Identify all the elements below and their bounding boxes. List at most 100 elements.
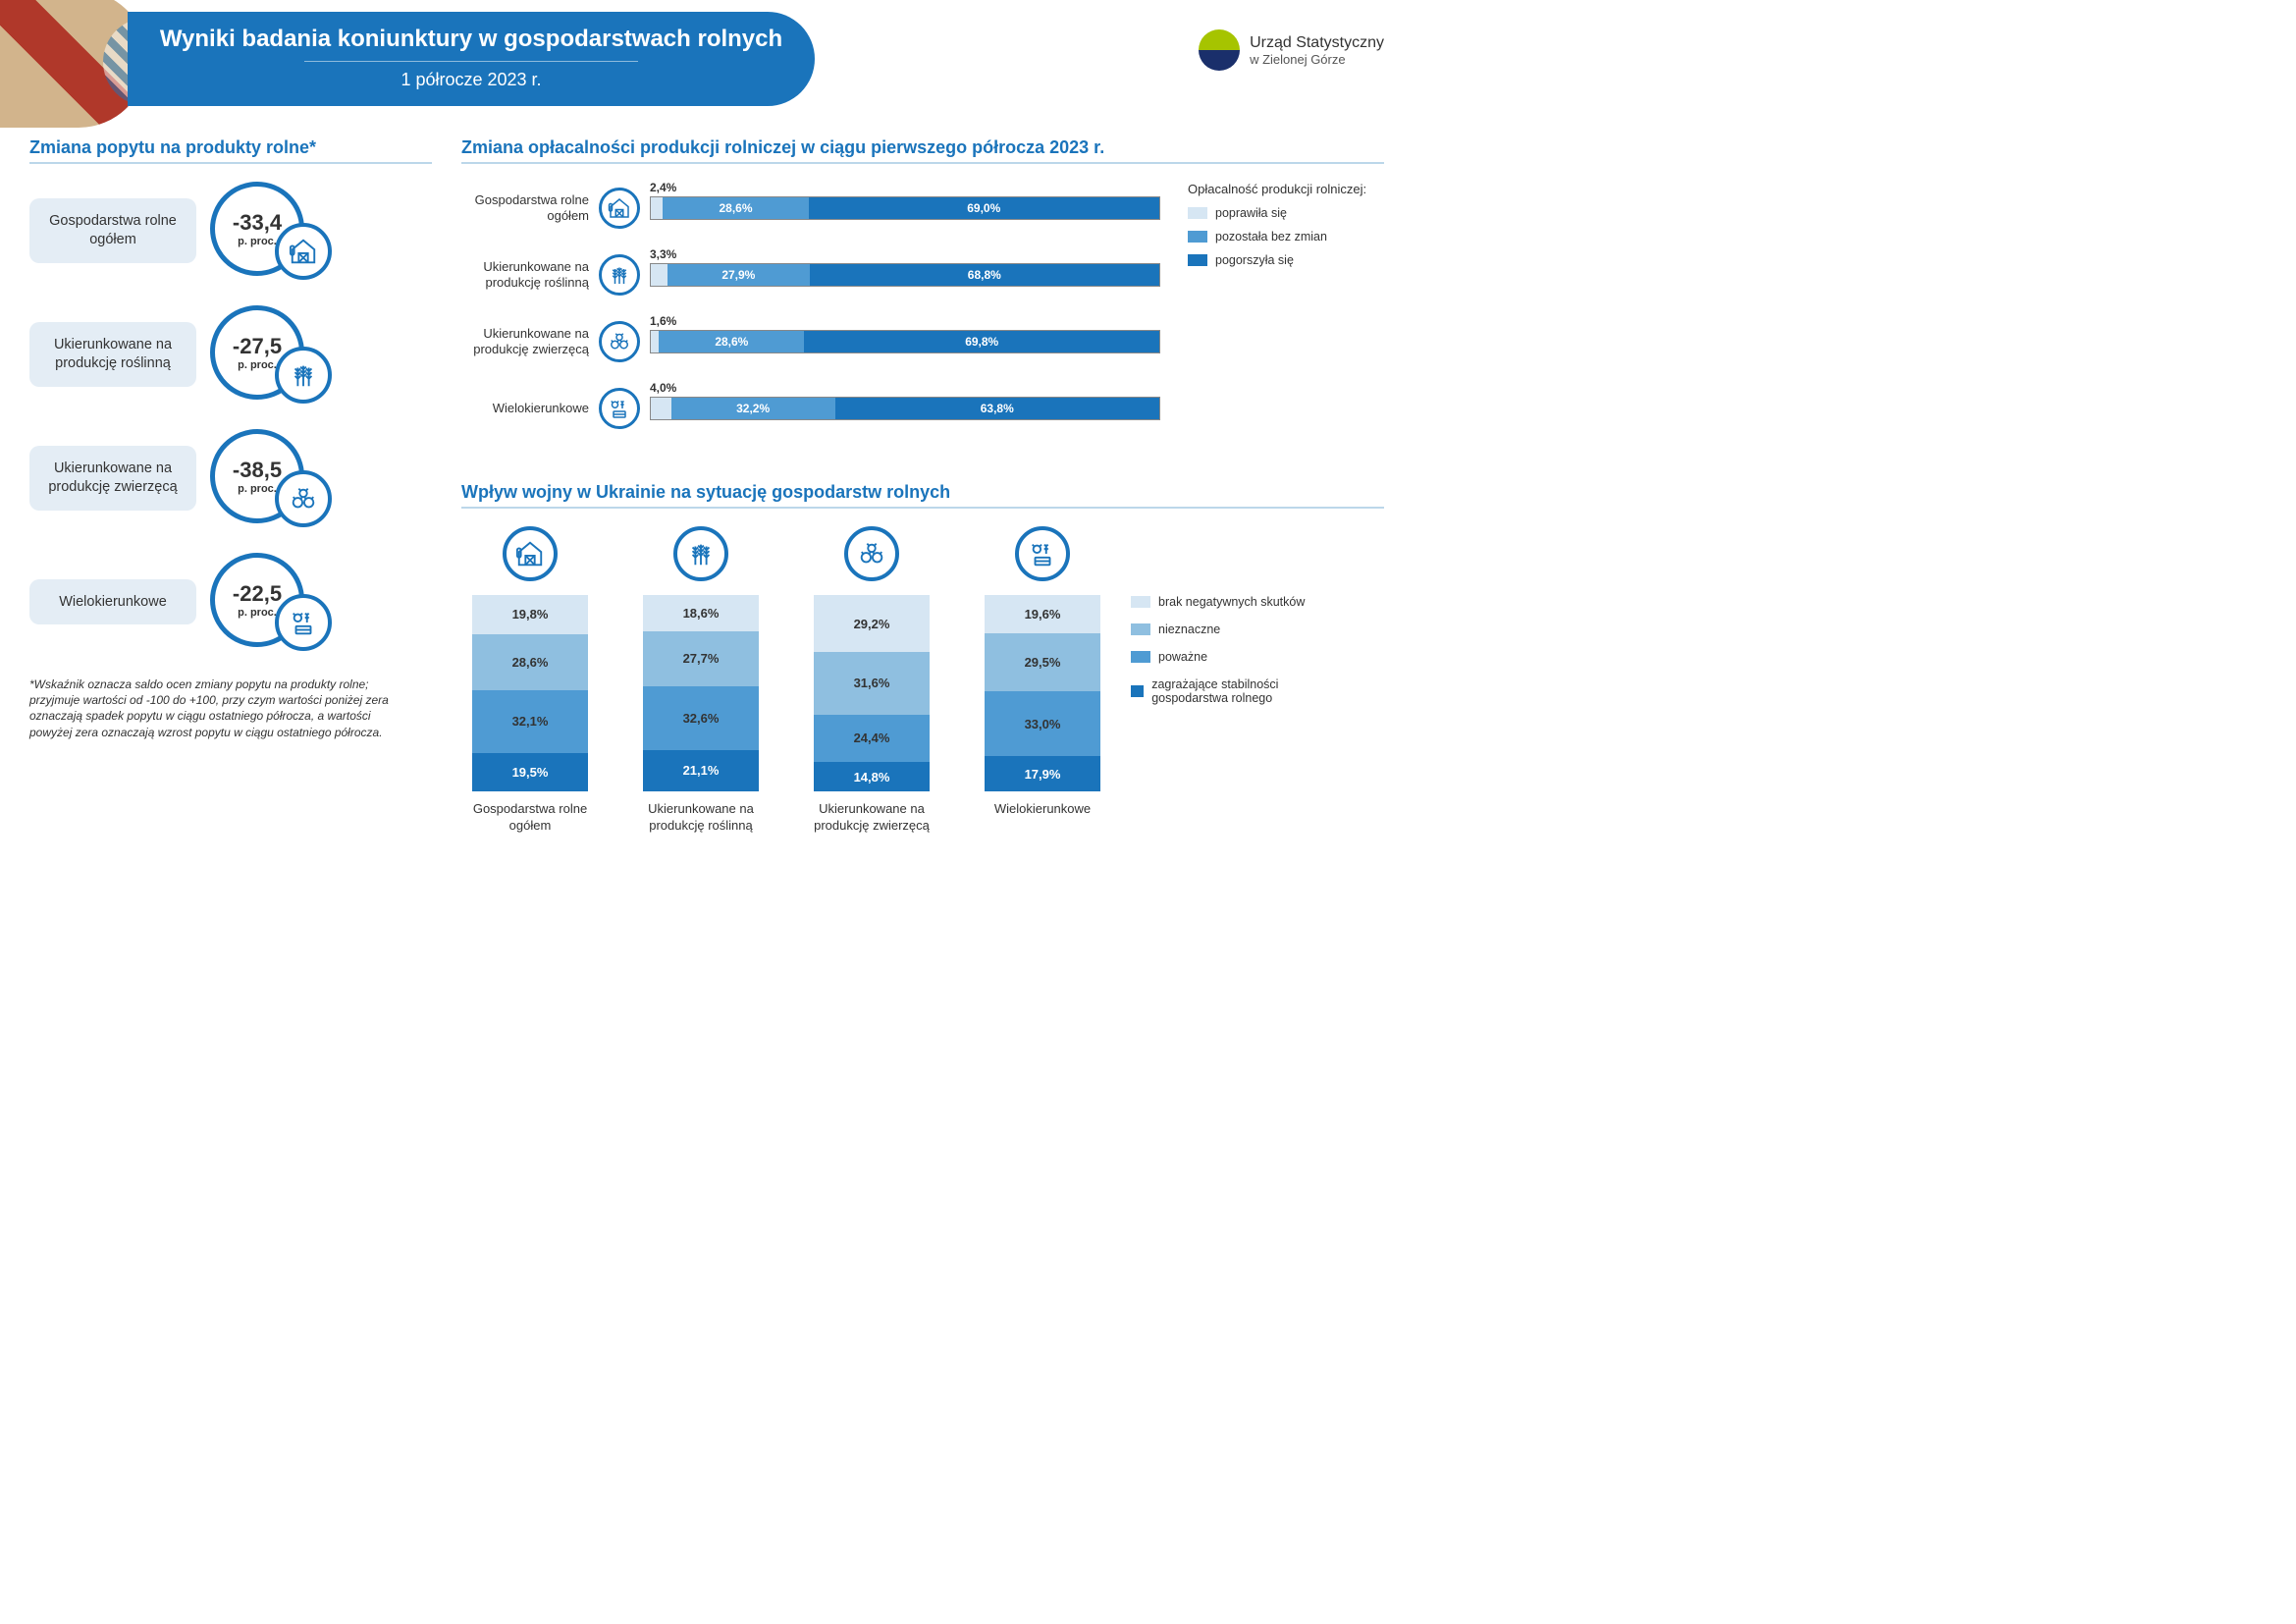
demand-kpi: -22,5 p. proc. xyxy=(210,553,367,651)
stacked-column: 19,8%28,6%32,1%19,5% xyxy=(472,595,588,791)
bar-segment: 14,8% xyxy=(814,762,930,791)
bar-segment: 19,6% xyxy=(985,595,1100,633)
demand-value: -22,5 xyxy=(233,581,282,607)
bar-segment: 28,6% xyxy=(472,634,588,690)
bar-segment: 69,8% xyxy=(804,331,1159,352)
animals-icon xyxy=(599,321,640,362)
war-column: 29,2%31,6%24,4%14,8% Ukierunkowane na pr… xyxy=(803,526,940,835)
war-column: 19,6%29,5%33,0%17,9% Wielokierunkowe xyxy=(974,526,1111,835)
demand-row: Wielokierunkowe -22,5 p. proc. xyxy=(29,553,432,651)
bar-segment: 27,9% xyxy=(667,264,810,286)
stacked-bar: 28,6%69,8% xyxy=(650,330,1160,353)
bar-segment: 32,1% xyxy=(472,690,588,753)
legend-swatch xyxy=(1188,231,1207,243)
legend-label: pozostała bez zmian xyxy=(1215,230,1327,244)
demand-section: Zmiana popytu na produkty rolne* Gospoda… xyxy=(29,137,432,835)
demand-kpi: -27,5 p. proc. xyxy=(210,305,367,404)
demand-unit: p. proc. xyxy=(238,483,277,495)
war-legend: brak negatywnych skutków nieznaczne poważn… xyxy=(1131,526,1317,835)
bar-segment: 69,0% xyxy=(809,197,1159,219)
legend-row: pogorszyła się xyxy=(1188,253,1384,267)
war-column-label: Wielokierunkowe xyxy=(994,801,1091,818)
animals-icon xyxy=(844,526,899,581)
mixed-icon xyxy=(275,594,332,651)
bar-segment: 68,8% xyxy=(810,264,1159,286)
barn-icon xyxy=(275,223,332,280)
war-section: Wpływ wojny w Ukrainie na sytuację gospo… xyxy=(461,482,1384,835)
legend-row: nieznaczne xyxy=(1131,623,1317,636)
profitability-row: Ukierunkowane na produkcję roślinną 3,3%… xyxy=(461,248,1170,301)
wheat-icon xyxy=(599,254,640,296)
demand-value: -27,5 xyxy=(233,334,282,359)
legend-label: pogorszyła się xyxy=(1215,253,1294,267)
demand-row: Ukierunkowane na produkcję zwierzęcą -38… xyxy=(29,429,432,527)
bar-top-label: 3,3% xyxy=(650,247,676,261)
org-logo: Urząd Statystyczny w Zielonej Górze xyxy=(1199,29,1384,71)
profitability-label: Ukierunkowane na produkcję zwierzęcą xyxy=(461,326,589,358)
bar-segment: 33,0% xyxy=(985,691,1100,756)
profitability-label: Wielokierunkowe xyxy=(461,401,589,416)
bar-segment xyxy=(651,197,663,219)
legend-swatch xyxy=(1188,207,1207,219)
legend-label: brak negatywnych skutków xyxy=(1158,595,1305,609)
legend-swatch xyxy=(1131,623,1150,635)
demand-label: Wielokierunkowe xyxy=(29,579,196,625)
profitability-row: Gospodarstwa rolne ogółem 2,4% 28,6%69,0… xyxy=(461,182,1170,235)
war-column-label: Gospodarstwa rolne ogółem xyxy=(461,801,599,835)
page-title: Wyniki badania koniunktury w gospodarstw… xyxy=(128,26,815,53)
demand-row: Ukierunkowane na produkcję roślinną -27,… xyxy=(29,305,432,404)
org-location: w Zielonej Górze xyxy=(1250,52,1384,68)
stacked-column: 19,6%29,5%33,0%17,9% xyxy=(985,595,1100,791)
demand-footnote: *Wskaźnik oznacza saldo ocen zmiany popy… xyxy=(29,677,402,740)
stacked-bar: 27,9%68,8% xyxy=(650,263,1160,287)
demand-value: -38,5 xyxy=(233,458,282,483)
bar-segment: 32,2% xyxy=(671,398,835,419)
legend-row: zagrażające stabilności gospodarstwa rol… xyxy=(1131,677,1317,705)
demand-value: -33,4 xyxy=(233,210,282,236)
barn-icon xyxy=(503,526,558,581)
wheat-icon xyxy=(275,347,332,404)
legend-row: poprawiła się xyxy=(1188,206,1384,220)
profitability-section: Zmiana opłacalności produkcji rolniczej … xyxy=(461,137,1384,449)
mixed-icon xyxy=(1015,526,1070,581)
bar-segment: 17,9% xyxy=(985,756,1100,791)
title-divider xyxy=(304,61,638,62)
org-logo-mark xyxy=(1199,29,1240,71)
legend-label: poważne xyxy=(1158,650,1207,664)
war-title: Wpływ wojny w Ukrainie na sytuację gospo… xyxy=(461,482,1384,509)
bar-segment: 21,1% xyxy=(643,750,759,791)
bar-segment: 18,6% xyxy=(643,595,759,631)
page-header: Wyniki badania koniunktury w gospodarstw… xyxy=(0,0,1414,118)
bar-top-label: 2,4% xyxy=(650,181,676,194)
legend-row: poważne xyxy=(1131,650,1317,664)
bar-segment xyxy=(651,331,659,352)
bar-segment: 19,8% xyxy=(472,595,588,634)
demand-kpi: -38,5 p. proc. xyxy=(210,429,367,527)
demand-label: Ukierunkowane na produkcję roślinną xyxy=(29,322,196,387)
stacked-column: 18,6%27,7%32,6%21,1% xyxy=(643,595,759,791)
mixed-icon xyxy=(599,388,640,429)
profitability-row: Wielokierunkowe 4,0% 32,2%63,8% xyxy=(461,382,1170,435)
legend-row: brak negatywnych skutków xyxy=(1131,595,1317,609)
profitability-row: Ukierunkowane na produkcję zwierzęcą 1,6… xyxy=(461,315,1170,368)
bar-segment: 24,4% xyxy=(814,715,930,763)
legend-row: pozostała bez zmian xyxy=(1188,230,1384,244)
demand-kpi: -33,4 p. proc. xyxy=(210,182,367,280)
bar-segment: 63,8% xyxy=(835,398,1159,419)
bar-segment: 31,6% xyxy=(814,652,930,714)
legend-swatch xyxy=(1131,651,1150,663)
demand-unit: p. proc. xyxy=(238,359,277,371)
bar-top-label: 4,0% xyxy=(650,381,676,395)
page-subtitle: 1 półrocze 2023 r. xyxy=(128,70,815,90)
demand-label: Gospodarstwa rolne ogółem xyxy=(29,198,196,263)
legend-swatch xyxy=(1131,596,1150,608)
demand-title: Zmiana popytu na produkty rolne* xyxy=(29,137,432,164)
org-name: Urząd Statystyczny xyxy=(1250,33,1384,52)
barn-icon xyxy=(599,188,640,229)
profitability-title: Zmiana opłacalności produkcji rolniczej … xyxy=(461,137,1384,164)
profitability-label: Ukierunkowane na produkcję roślinną xyxy=(461,259,589,292)
stacked-bar: 32,2%63,8% xyxy=(650,397,1160,420)
stacked-bar: 28,6%69,0% xyxy=(650,196,1160,220)
title-banner: Wyniki badania koniunktury w gospodarstw… xyxy=(128,12,815,106)
demand-unit: p. proc. xyxy=(238,607,277,619)
